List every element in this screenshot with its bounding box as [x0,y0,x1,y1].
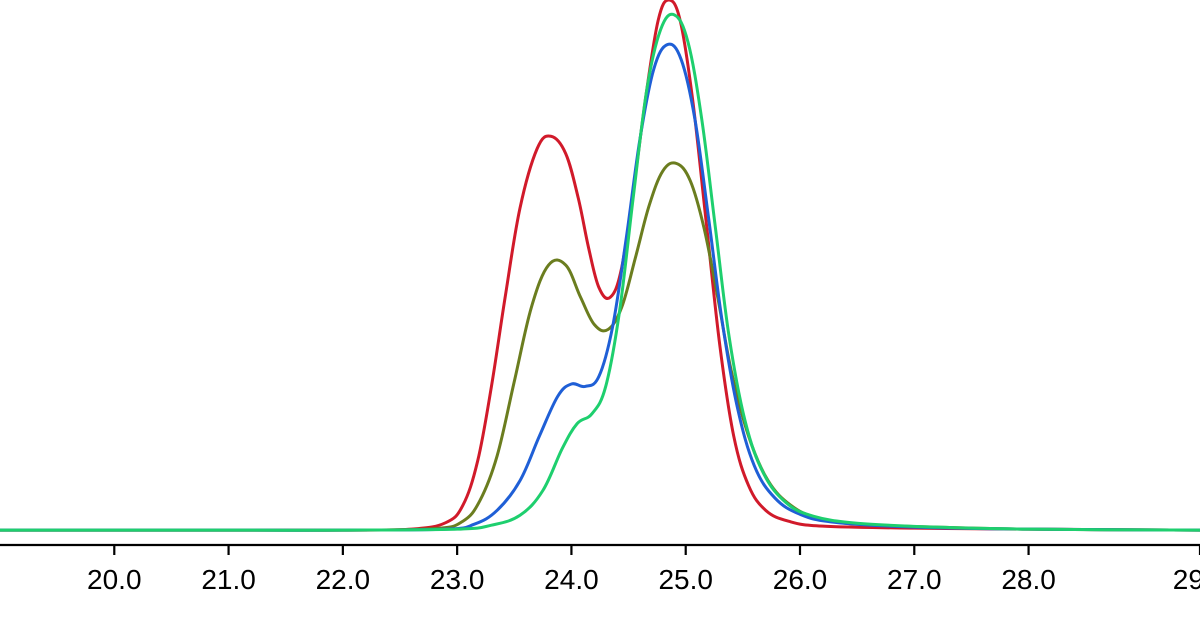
x-tick-label: 26.0 [773,564,828,595]
x-tick-label: 20.0 [87,564,142,595]
chromatogram-chart: 20.0 21.0 22.0 23.0 24.0 25.0 26.0 27.0 28.0 29.5 [0,0,1200,630]
x-tick-label: 24.0 [544,564,599,595]
x-tick-label: 27.0 [887,564,942,595]
x-tick-label: 22.0 [316,564,371,595]
chart-svg: 20.0 21.0 22.0 23.0 24.0 25.0 26.0 27.0 28.0 29.5 [0,0,1200,630]
x-tick-label: 29.5 [1173,564,1200,595]
x-tick-label: 23.0 [430,564,485,595]
x-tick-label: 28.0 [1001,564,1056,595]
x-tick-label: 25.0 [658,564,713,595]
x-tick-label: 21.0 [201,564,256,595]
